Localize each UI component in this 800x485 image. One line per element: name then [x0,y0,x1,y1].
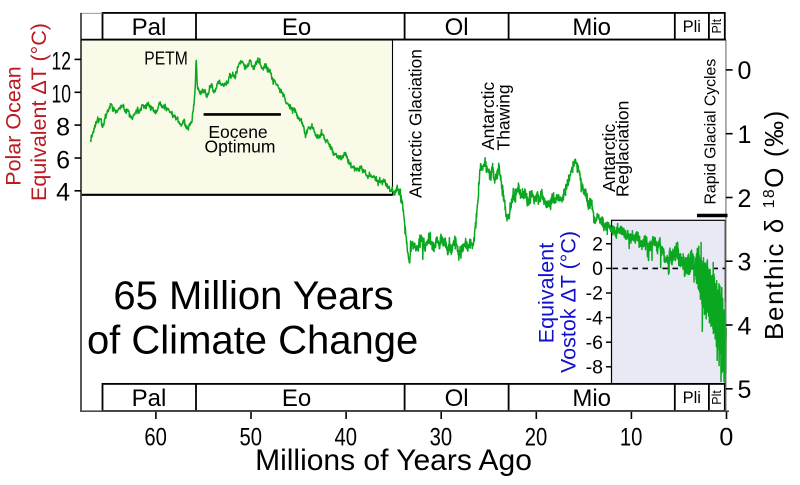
svg-text:Plt: Plt [710,18,724,33]
svg-text:1: 1 [738,121,752,149]
svg-text:30: 30 [430,424,453,452]
svg-text:3: 3 [738,249,752,277]
svg-text:Antarctic: Antarctic [599,124,619,192]
svg-text:Pal: Pal [132,385,167,412]
svg-text:Equivalent: Equivalent [535,243,559,343]
svg-text:8: 8 [56,113,70,141]
svg-text:6: 6 [56,146,70,174]
svg-text:Mio: Mio [572,385,611,412]
svg-text:0: 0 [738,57,752,85]
svg-text:Polar Ocean: Polar Ocean [2,66,26,186]
svg-text:50: 50 [239,424,262,452]
svg-text:Antarctic Glaciation: Antarctic Glaciation [406,49,426,198]
svg-text:40: 40 [335,424,358,452]
svg-text:12: 12 [52,48,72,76]
svg-text:Pli: Pli [683,18,701,36]
svg-text:Eo: Eo [282,14,311,41]
svg-text:Antarctic: Antarctic [478,82,498,150]
svg-text:20: 20 [525,424,548,452]
svg-text:Rapid Glacial Cycles: Rapid Glacial Cycles [703,59,720,205]
svg-text:-6: -6 [586,332,603,354]
svg-text:Benthic δ 18O (‰): Benthic δ 18O (‰) [759,109,789,340]
svg-text:-4: -4 [586,307,603,329]
svg-text:5: 5 [738,376,752,404]
svg-text:Eo: Eo [282,385,311,412]
svg-text:Equivalent ΔT (°C): Equivalent ΔT (°C) [27,23,51,201]
svg-text:of Climate Change: of Climate Change [87,319,418,363]
svg-text:Mio: Mio [572,14,611,41]
svg-text:65 Million Years: 65 Million Years [113,274,393,318]
svg-text:4: 4 [56,178,70,206]
svg-text:0: 0 [719,424,733,452]
svg-text:10: 10 [52,81,72,109]
svg-text:Thawing: Thawing [494,84,514,150]
svg-text:2: 2 [592,234,603,256]
svg-text:10: 10 [620,424,643,452]
svg-text:0: 0 [592,258,603,280]
svg-text:Millions of Years Ago: Millions of Years Ago [255,444,532,477]
svg-text:2: 2 [738,185,752,213]
svg-text:PETM: PETM [144,49,188,69]
svg-text:Optimum: Optimum [205,137,276,157]
svg-text:Ol: Ol [445,14,469,41]
svg-text:4: 4 [738,312,752,340]
svg-text:-2: -2 [586,283,603,305]
svg-text:Vostok ΔT (°C): Vostok ΔT (°C) [557,231,581,373]
svg-text:-8: -8 [586,357,603,379]
svg-text:Pal: Pal [132,14,167,41]
svg-text:Ol: Ol [445,385,469,412]
svg-text:60: 60 [144,424,167,452]
svg-text:Eocene: Eocene [208,122,267,142]
svg-text:Plt: Plt [710,390,724,405]
svg-text:Pli: Pli [683,389,701,407]
svg-text:Reglaciation: Reglaciation [613,101,633,197]
